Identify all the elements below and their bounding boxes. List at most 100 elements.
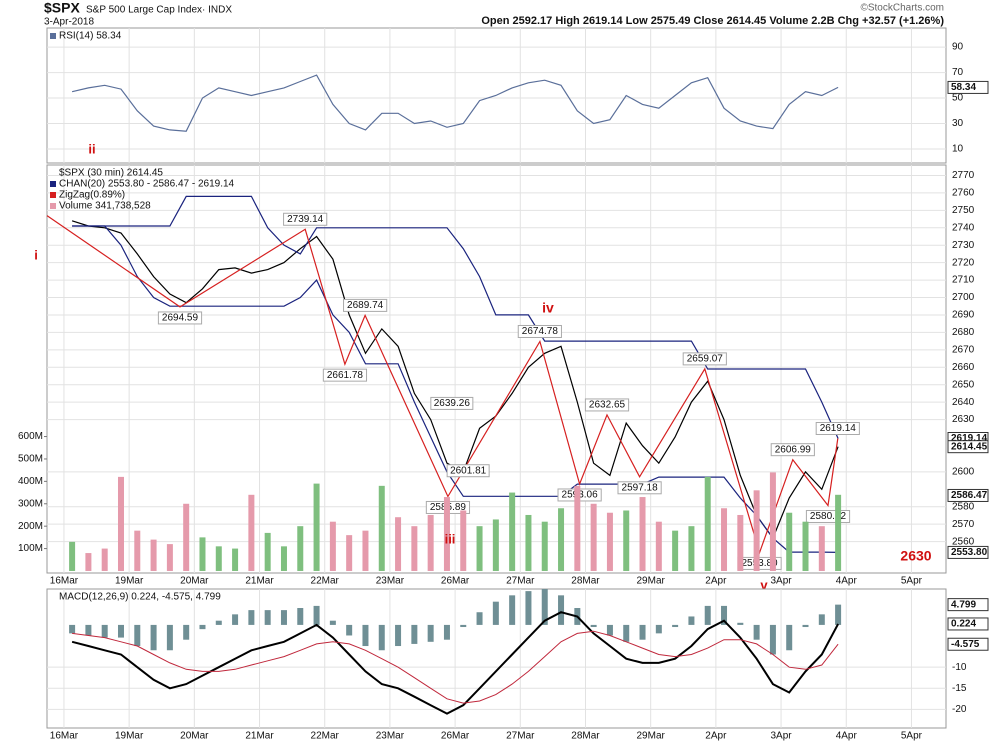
volume-bar xyxy=(818,526,825,571)
x-tick-label: 16Mar xyxy=(50,576,79,587)
y-tick-label: 2580 xyxy=(952,501,975,512)
histogram-bar xyxy=(395,624,402,647)
series-line xyxy=(72,630,839,704)
last-value-box xyxy=(947,637,989,651)
x-tick-label: 16Mar xyxy=(50,731,79,742)
x-tick-label: 19Mar xyxy=(115,576,144,587)
histogram-bar xyxy=(525,591,532,625)
value-label: 2632.65 xyxy=(589,400,626,411)
volume-bar xyxy=(802,521,809,571)
point-label-box xyxy=(430,396,474,410)
volume-bar xyxy=(411,526,418,571)
volume-bar xyxy=(427,514,434,571)
y2-tick-label: 300M xyxy=(18,498,43,509)
y-tick-label: 2680 xyxy=(952,327,975,338)
histogram-bar xyxy=(688,616,695,625)
histogram-bar xyxy=(199,624,206,630)
x-tick-label: 27Mar xyxy=(506,731,535,742)
histogram-bar xyxy=(134,624,141,647)
y-tick-label: 2700 xyxy=(952,292,975,303)
series-line xyxy=(71,611,839,715)
value-label-box xyxy=(343,298,388,312)
last-value-box xyxy=(947,617,989,631)
histogram-bar xyxy=(215,620,222,625)
volume-bar xyxy=(264,532,271,571)
y2-tick-label: 500M xyxy=(18,454,43,465)
histogram-bar xyxy=(85,624,92,636)
volume-bar xyxy=(117,476,124,571)
histogram-bar xyxy=(623,624,630,642)
histogram-bar xyxy=(150,624,157,651)
volume-bar xyxy=(623,510,630,571)
y-tick-label: 2710 xyxy=(952,275,975,286)
x-tick-label: 29Mar xyxy=(636,731,665,742)
volume-bar xyxy=(313,483,320,571)
quote: Open 2592.17 High 2619.14 Low 2575.49 Cl… xyxy=(481,15,944,27)
volume-bar xyxy=(443,497,450,571)
y2-tick-label: 100M xyxy=(18,543,43,554)
y-tick-label: 30 xyxy=(952,118,964,129)
volume-bar xyxy=(166,544,173,571)
value-label: 2597.18 xyxy=(622,482,659,493)
x-tick-label: 5Apr xyxy=(901,576,923,587)
x-tick-label: 21Mar xyxy=(245,576,274,587)
y2-tick-label: 200M xyxy=(18,521,43,532)
legend-label: Volume 341,738,528 xyxy=(59,201,151,212)
volume-bar xyxy=(85,553,92,571)
volume-bar xyxy=(297,526,304,571)
x-tick-label: 2Apr xyxy=(705,731,727,742)
y2-tick-label: 400M xyxy=(18,476,43,487)
volume-bar xyxy=(378,485,385,571)
last-value-label: 2553.80 xyxy=(951,547,988,558)
x-tick-label: 23Mar xyxy=(376,731,405,742)
value-label-box xyxy=(617,481,662,495)
histogram-bar xyxy=(232,614,239,625)
histogram-bar xyxy=(786,624,793,651)
histogram-bar xyxy=(704,605,711,625)
volume-bar xyxy=(655,521,662,571)
histogram-bar xyxy=(117,624,124,638)
value-label-box xyxy=(770,443,815,457)
x-tick-label: 21Mar xyxy=(245,731,274,742)
wave-annotation: 2630 xyxy=(900,548,931,564)
x-tick-label: 4Apr xyxy=(836,576,858,587)
x-tick-label: 28Mar xyxy=(571,731,600,742)
x-tick-label: 19Mar xyxy=(115,731,144,742)
legend-label: ZigZag(0.89%) xyxy=(59,190,125,201)
point-label-box xyxy=(446,464,490,478)
histogram-bar xyxy=(558,595,565,625)
y-tick-label: 2650 xyxy=(952,379,975,390)
value-label: 2694.59 xyxy=(162,313,199,324)
volume-bar xyxy=(215,546,222,571)
y-tick-label: 2750 xyxy=(952,205,975,216)
last-value-label: 0.224 xyxy=(951,619,976,630)
volume-bar xyxy=(329,521,336,571)
y-tick-label: 2760 xyxy=(952,188,975,199)
date: 3-Apr-2018 xyxy=(44,17,94,28)
legend-label: RSI(14) 58.34 xyxy=(59,31,122,42)
histogram-bar xyxy=(460,624,467,628)
y-tick-label: 90 xyxy=(952,42,964,53)
volume-bar xyxy=(280,546,287,571)
value-label: 2580.72 xyxy=(810,511,847,522)
histogram-bar xyxy=(264,610,271,625)
y-tick-label: -10 xyxy=(952,662,967,673)
histogram-bar xyxy=(835,604,842,625)
histogram-bar xyxy=(329,620,336,625)
histogram-bar xyxy=(248,610,255,625)
wave-annotation: v xyxy=(760,577,768,592)
volume-bar xyxy=(362,530,369,571)
volume-bar xyxy=(395,517,402,571)
x-tick-label: 20Mar xyxy=(180,731,209,742)
y-tick-label: 2640 xyxy=(952,397,975,408)
wave-annotation: iii xyxy=(445,531,456,546)
value-label: 2674.78 xyxy=(522,326,559,337)
y-tick-label: 70 xyxy=(952,67,964,78)
volume-bar xyxy=(541,521,548,571)
last-value-label: 2586.47 xyxy=(951,490,988,501)
y-tick-label: 2630 xyxy=(952,414,975,425)
histogram-bar xyxy=(753,624,760,640)
value-label-box xyxy=(283,212,328,226)
histogram-bar xyxy=(427,624,434,642)
